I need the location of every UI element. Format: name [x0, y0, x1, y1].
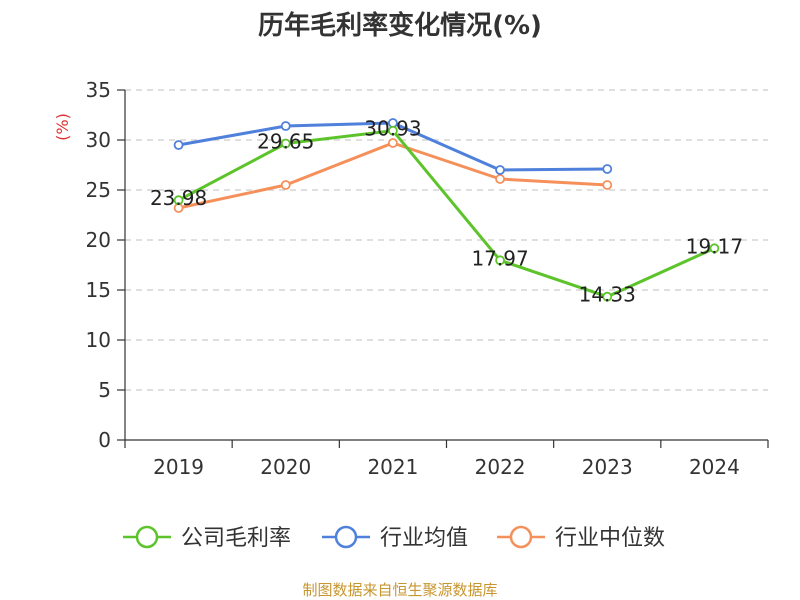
data-label: 19.17: [686, 234, 743, 258]
x-tick-label: 2024: [689, 455, 740, 479]
y-tick-label: 5: [98, 378, 111, 402]
data-point: [495, 174, 505, 184]
data-labels: 23.98 29.65 30.93 17.97 14.33 19.17: [150, 117, 743, 307]
y-axis-label: (%): [53, 113, 72, 141]
data-point: [388, 138, 398, 148]
data-point: [280, 180, 291, 190]
data-label: 29.65: [257, 130, 314, 154]
series-line: [177, 129, 716, 299]
data-label: 14.33: [579, 283, 636, 307]
legend-label: 公司毛利率: [181, 526, 291, 551]
x-tick-label: 2022: [475, 455, 526, 479]
data-point: [709, 243, 720, 254]
legend-swatch-marker: [334, 525, 358, 549]
x-tick-label: 2020: [260, 455, 311, 479]
data-label: 17.97: [471, 246, 528, 270]
chart-title: 历年毛利率变化情况(%): [258, 10, 542, 41]
data-point: [173, 140, 184, 150]
legend: 公司毛利率 行业均值 行业中位数: [123, 525, 665, 551]
data-point: [495, 165, 505, 175]
data-point: [602, 291, 613, 302]
legend-label: 行业均值: [380, 526, 468, 551]
data-label: 30.93: [364, 117, 421, 141]
legend-swatch-marker: [135, 525, 159, 549]
series-line: [178, 141, 608, 210]
legend-label: 行业中位数: [555, 526, 665, 551]
data-point: [280, 138, 291, 149]
legend-swatch-marker: [509, 525, 533, 549]
data-label: 23.98: [150, 186, 207, 210]
y-tick-label: 20: [86, 228, 111, 252]
source-note: 制图数据来自恒生聚源数据库: [302, 581, 497, 599]
data-point: [173, 195, 184, 206]
axes: 0 5 10 15 20 25 30 35 2019 2020 2021 2022 2023 2024: [86, 78, 769, 479]
y-tick-label: 10: [86, 328, 111, 352]
y-tick-label: 35: [86, 78, 111, 102]
x-tick-label: 2019: [153, 455, 204, 479]
y-tick-label: 25: [86, 178, 111, 202]
data-point: [602, 180, 613, 190]
y-tick-label: 15: [86, 278, 111, 302]
grid-lines: [125, 89, 768, 391]
x-tick-label: 2021: [367, 455, 418, 479]
series-lines: [173, 118, 720, 302]
data-point: [495, 255, 505, 266]
y-tick-label: 0: [98, 428, 111, 452]
data-point: [280, 121, 291, 131]
y-tick-label: 30: [86, 128, 111, 152]
data-point: [388, 125, 398, 136]
data-point: [602, 164, 613, 174]
x-tick-label: 2023: [582, 455, 633, 479]
